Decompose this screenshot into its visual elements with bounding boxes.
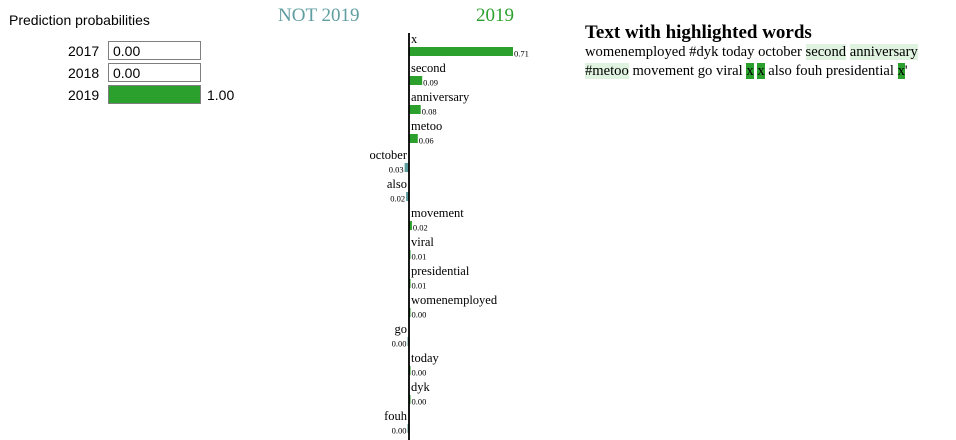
proba-class-label: 2019 [68,87,100,103]
text-token [802,44,806,60]
text-token: movement [632,63,695,79]
feature-label: presidential [411,264,470,278]
positive-class-header: 2019 [476,5,514,26]
proba-value: 0.00 [113,43,141,59]
highlighted-text-title: Text with highlighted words [585,22,812,43]
feature-value-label: 0.00 [412,368,427,378]
text-token: october [758,44,802,60]
feature-bar [409,76,423,85]
feature-label: dyk [411,380,431,394]
proba-value: 1.00 [207,87,235,103]
feature-label: anniversary [411,90,470,104]
highlighted-word: second [805,44,847,60]
feature-value-label: 0.08 [422,107,437,117]
feature-value-label: 0.00 [392,426,407,436]
text-token: womenemployed [585,44,686,60]
proba-bar: 0.00 [108,41,201,60]
feature-bar [406,192,409,201]
feature-label: today [411,351,440,365]
text-token: today [722,44,755,60]
highlighted-text-line: womenemployed #dyk today october second … [585,43,955,62]
feature-value-label: 0.00 [392,339,407,349]
highlighted-word: anniversary [849,44,918,60]
highlighted-word: x [897,63,905,79]
feature-bar [409,221,412,230]
proba-class-label: 2017 [68,43,100,59]
feature-bar [409,47,513,56]
feature-label: womenemployed [411,293,498,307]
text-token: viral [715,63,743,79]
feature-value-label: 0.06 [419,136,434,146]
text-token: ' [904,63,908,79]
feature-value-label: 0.71 [514,49,529,59]
text-token: go [697,63,713,79]
text-token: presidential [825,63,894,79]
highlighted-word: #metoo [585,63,629,79]
proba-value: 0.00 [113,65,141,81]
highlighted-word: x [757,63,765,79]
highlighted-text-line: #metoo movement go viral x x also fouh p… [585,62,955,81]
feature-label: go [395,322,408,336]
text-token: #dyk [689,44,719,60]
text-token: also [768,63,792,79]
proba-bar [108,85,201,104]
highlighted-text-body: womenemployed #dyk today october second … [585,43,955,81]
feature-value-label: 0.00 [412,397,427,407]
highlighted-word: x [746,63,754,79]
feature-value-label: 0.03 [389,165,404,175]
negative-class-header: NOT 2019 [278,5,360,26]
feature-value-label: 0.01 [412,252,427,262]
prediction-probabilities-title: Prediction probabilities [9,12,150,28]
feature-value-label: 0.00 [412,310,427,320]
feature-label: october [370,148,408,162]
feature-bar [409,105,421,114]
feature-label: metoo [411,119,442,133]
feature-value-label: 0.02 [390,194,405,204]
feature-value-label: 0.01 [412,281,427,291]
proba-class-label: 2018 [68,65,100,81]
text-token: fouh [795,63,823,79]
feature-label: second [411,61,446,75]
feature-label: viral [411,235,434,249]
feature-label: x [411,32,418,46]
feature-value-label: 0.02 [413,223,428,233]
feature-value-label: 0.09 [423,78,438,88]
proba-bar-fill [109,86,200,103]
feature-label: fouh [384,409,408,423]
feature-label: movement [411,206,464,220]
feature-bar [404,163,409,172]
proba-bar: 0.00 [108,63,201,82]
feature-label: also [387,177,407,191]
feature-bar [409,134,418,143]
